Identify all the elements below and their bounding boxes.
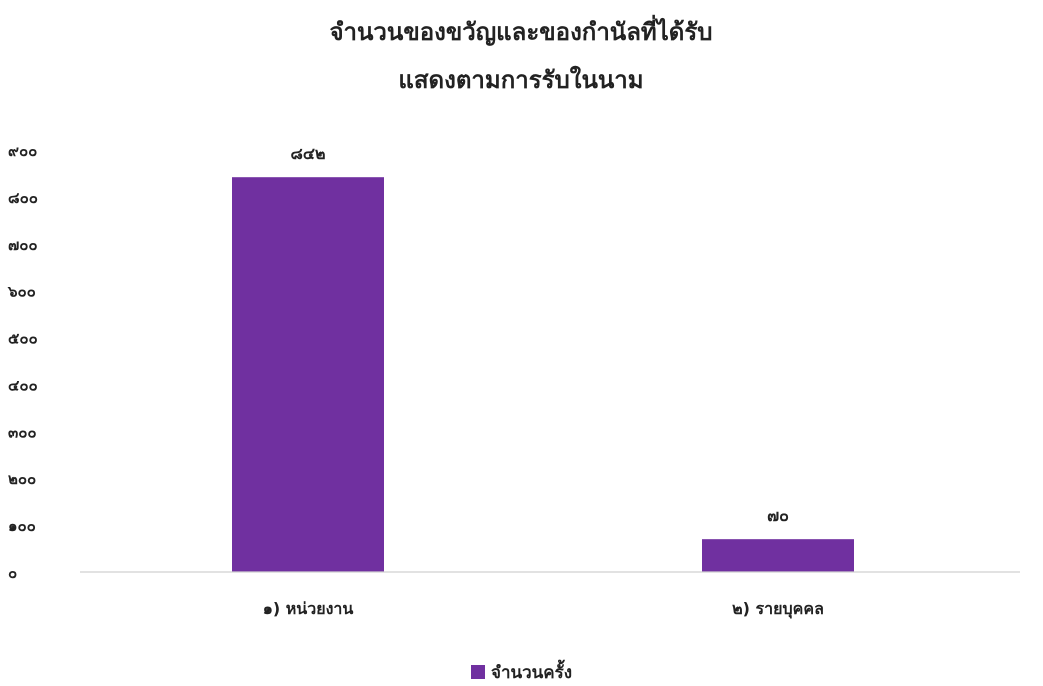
legend-label: จำนวนครั้ง [491, 659, 572, 683]
y-tick-label: ๑๐๐ [8, 517, 36, 535]
x-tick-label: ๑) หน่วยงาน [263, 599, 354, 618]
y-tick-label: ๙๐๐ [8, 142, 37, 160]
bar [702, 539, 854, 572]
y-tick-label: ๔๐๐ [8, 376, 38, 394]
legend-swatch [471, 665, 485, 679]
chart-title-line2: แสดงตามการรับในนาม [398, 65, 643, 94]
bar [232, 177, 384, 572]
data-label: ๘๔๒ [291, 144, 326, 163]
y-tick-label: ๐ [8, 564, 17, 582]
y-axis: ๐ ๑๐๐ ๒๐๐ ๓๐๐ ๔๐๐ ๕๐๐ ๖๐๐ ๗๐๐ ๘๐๐ ๙๐๐ [7, 142, 38, 582]
y-tick-label: ๒๐๐ [8, 470, 36, 488]
data-label: ๗๐ [767, 506, 789, 525]
x-tick-label: ๒) รายบุคคล [732, 599, 824, 619]
x-axis: ๑) หน่วยงาน ๒) รายบุคคล [263, 599, 824, 619]
y-tick-label: ๕๐๐ [8, 330, 38, 348]
legend: จำนวนครั้ง [471, 659, 572, 683]
y-tick-label: ๗๐๐ [8, 236, 38, 254]
y-tick-label: ๖๐๐ [7, 283, 36, 301]
y-tick-label: ๓๐๐ [8, 423, 37, 441]
chart-title-line1: จำนวนของขวัญและของกำนัลที่ได้รับ [329, 14, 712, 46]
y-tick-label: ๘๐๐ [8, 189, 38, 207]
